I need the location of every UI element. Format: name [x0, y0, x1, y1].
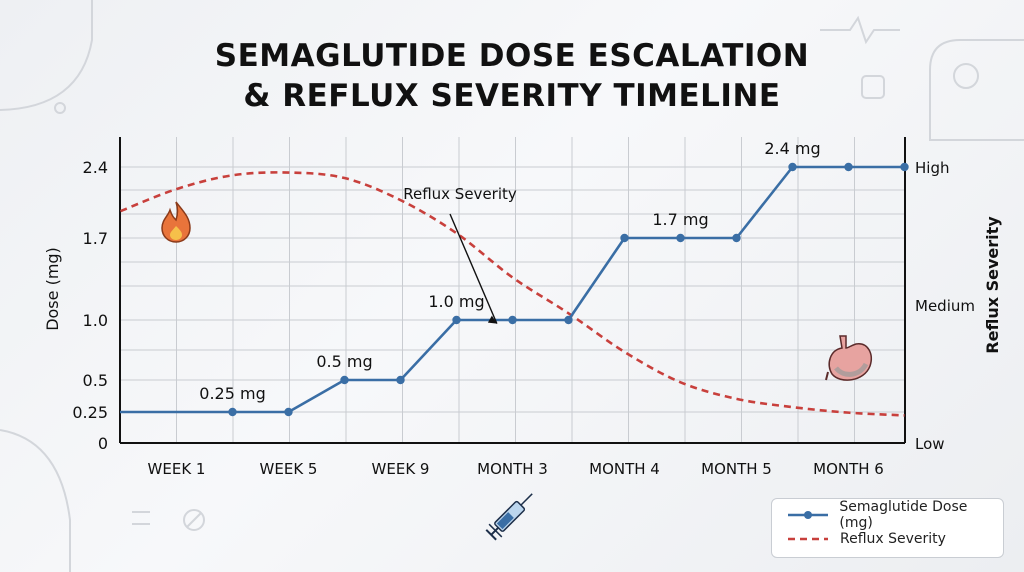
dose-point — [732, 233, 741, 243]
dose-point — [340, 375, 349, 385]
reflux-line — [120, 171, 905, 417]
legend-swatch-reflux — [788, 537, 828, 541]
data-label: 0.5 mg — [316, 352, 372, 371]
annotation-arrowhead — [487, 315, 497, 324]
x-tick-label: WEEK 5 — [260, 460, 318, 478]
data-label: 1.0 mg — [428, 292, 484, 311]
y-tick-label-left: 2.4 — [83, 158, 108, 177]
data-label: 2.4 mg — [764, 139, 820, 158]
y-tick-label-left: 1.7 — [83, 229, 108, 248]
x-tick-label: MONTH 5 — [701, 460, 772, 478]
y-axis-label-left: Dose (mg) — [43, 247, 62, 331]
syringe-icon — [485, 493, 533, 541]
legend-item-dose: Semaglutide Dose (mg) — [786, 499, 1003, 531]
y-tick-label-right: High — [915, 159, 949, 177]
y-axis-label-right: Reflux Severity — [983, 216, 1002, 354]
dose-point — [452, 315, 461, 325]
data-label: 1.7 mg — [652, 210, 708, 229]
x-axis-ticks: WEEK 1 WEEK 5 WEEK 9 MONTH 3 MONTH 4 MONTH 5 M… — [148, 460, 884, 478]
chart-title-line-1: SEMAGLUTIDE DOSE ESCALATION — [214, 38, 810, 74]
axes — [119, 137, 906, 444]
chart-title-line-2: & REFLUX SEVERITY TIMELINE — [243, 78, 781, 114]
series-reflux — [120, 171, 905, 417]
dose-line — [120, 165, 905, 414]
x-tick-label: WEEK 9 — [372, 460, 430, 478]
dose-point — [228, 407, 237, 417]
dose-point — [284, 407, 293, 417]
left-axis-ticks: 0 0.25 0.5 1.0 1.7 2.4 — [72, 158, 108, 453]
annotation-arrow — [449, 213, 498, 324]
y-tick-label-right: Low — [915, 435, 945, 453]
dose-point — [844, 162, 853, 172]
x-tick-label: MONTH 4 — [589, 460, 660, 478]
y-tick-label-left: 0.25 — [72, 403, 108, 422]
legend-swatch-dose — [788, 511, 828, 519]
data-label: 0.25 mg — [199, 384, 265, 403]
dose-point — [564, 315, 573, 325]
dose-point — [508, 315, 517, 325]
annotation-label-reflux: Reflux Severity — [403, 185, 517, 203]
legend: Semaglutide Dose (mg) Reflux Severity — [771, 498, 1004, 558]
y-tick-label-right: Medium — [915, 297, 975, 315]
x-tick-label: MONTH 3 — [477, 460, 548, 478]
y-tick-label-left: 0.5 — [83, 371, 108, 390]
dose-point — [396, 375, 405, 385]
right-axis-ticks: Low Medium High — [915, 159, 975, 453]
x-tick-label: WEEK 1 — [148, 460, 206, 478]
dose-point — [900, 162, 909, 172]
x-tick-label: MONTH 6 — [813, 460, 884, 478]
dose-point — [620, 233, 629, 243]
series-dose — [120, 162, 909, 417]
dose-point — [676, 233, 685, 243]
stomach-icon — [825, 335, 872, 381]
legend-label-reflux: Reflux Severity — [840, 531, 946, 547]
legend-item-reflux: Reflux Severity — [786, 529, 946, 549]
legend-label-dose: Semaglutide Dose (mg) — [839, 499, 968, 531]
y-tick-label-left: 0 — [98, 434, 108, 453]
y-tick-label-left: 1.0 — [83, 311, 108, 330]
flame-icon — [161, 201, 191, 243]
annotations: 0.25 mg 0.5 mg 1.0 mg 1.7 mg 2.4 mg Reflux Se… — [199, 139, 820, 403]
dose-point — [788, 162, 797, 172]
